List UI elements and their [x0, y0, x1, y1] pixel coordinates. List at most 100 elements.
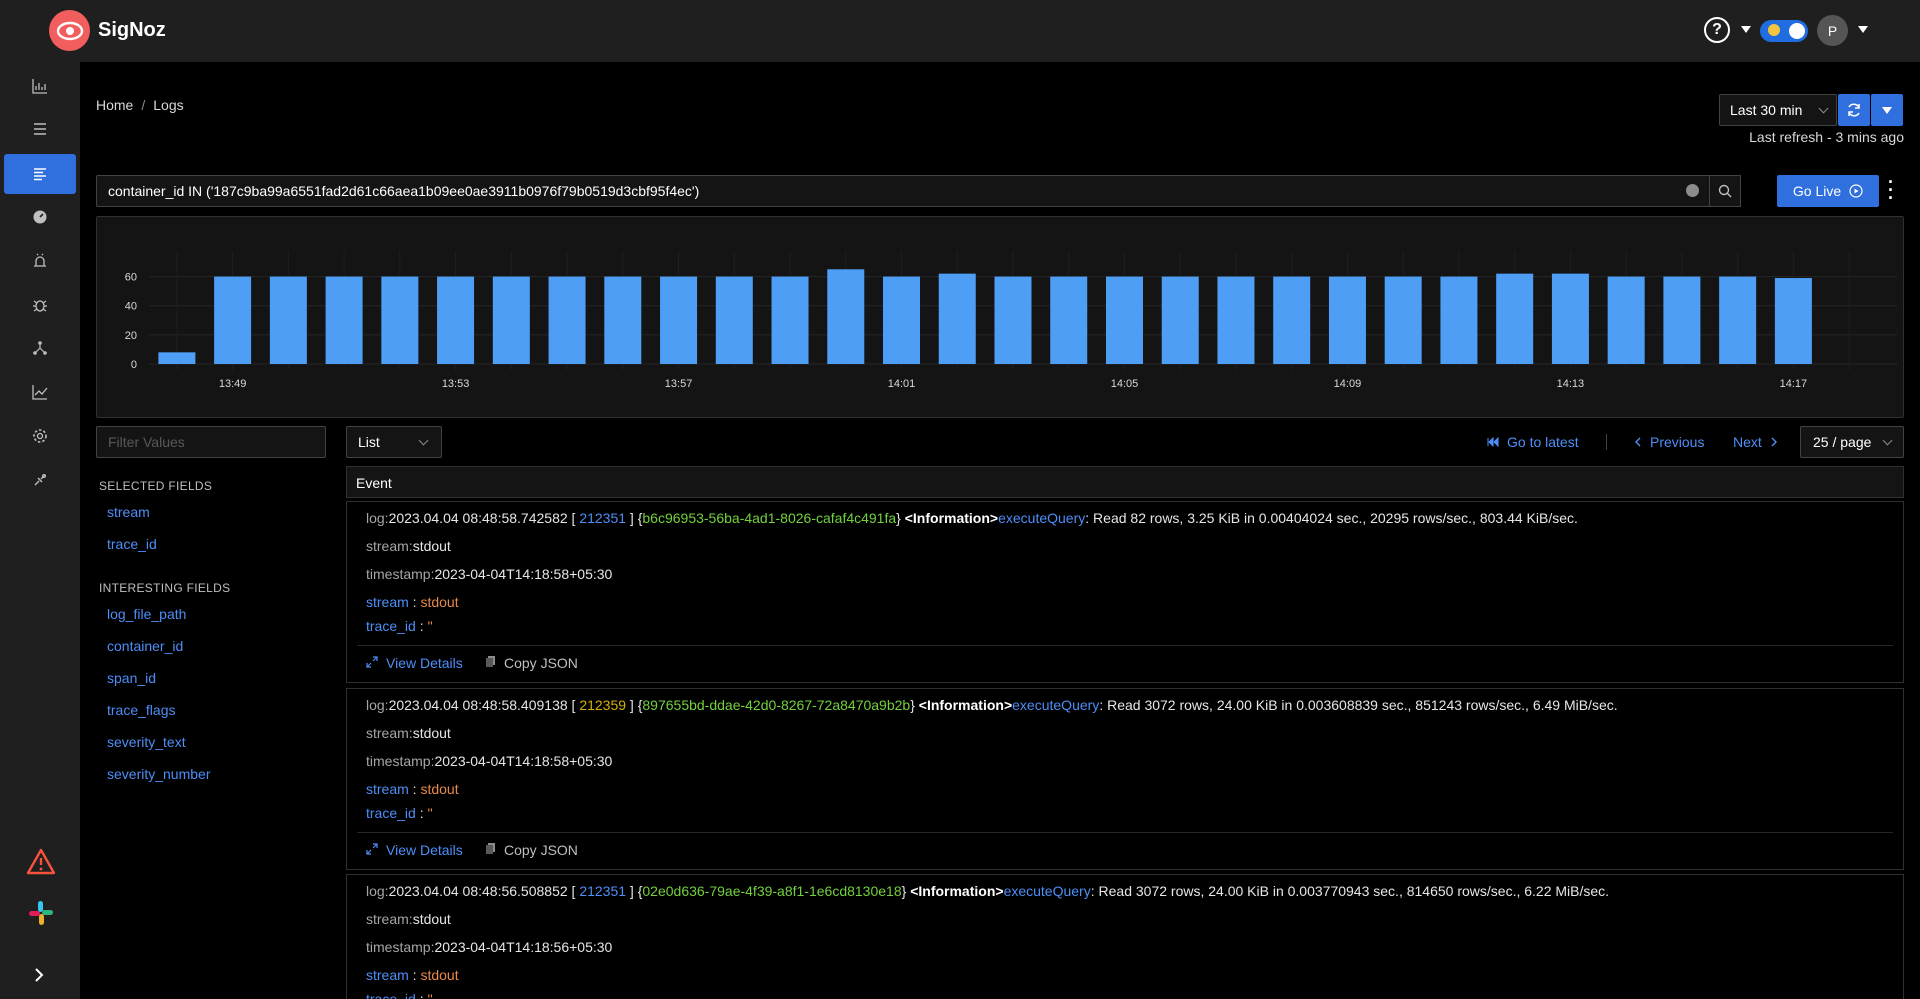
copy-json-button[interactable]: Copy JSON [485, 842, 578, 858]
attr-stream-key[interactable]: stream [366, 967, 409, 983]
chart-bar[interactable] [1719, 276, 1757, 364]
theme-toggle[interactable] [1760, 20, 1808, 42]
sidebar-item-logs[interactable] [4, 154, 76, 194]
chart-bar[interactable] [548, 276, 586, 364]
field-span-id[interactable]: span_id [107, 670, 157, 686]
previous-page-button[interactable]: Previous [1634, 434, 1704, 450]
sidebar-item-exceptions[interactable] [4, 285, 76, 325]
moon-icon [1768, 24, 1780, 36]
time-range-select[interactable]: Last 30 min [1719, 94, 1837, 126]
view-mode-select[interactable]: List [346, 426, 442, 458]
chart-bar[interactable] [1217, 276, 1255, 364]
search-button[interactable] [1709, 175, 1741, 207]
refresh-button[interactable] [1838, 94, 1870, 126]
chart-bar[interactable] [1161, 276, 1199, 364]
sidebar-item-traces[interactable] [4, 109, 76, 149]
field-container-id[interactable]: container_id [107, 638, 184, 654]
chart-bar[interactable] [1105, 276, 1143, 364]
sidebar-item-alerts[interactable] [4, 241, 76, 281]
chart-bar[interactable] [715, 276, 753, 364]
user-menu-caret-icon[interactable] [1858, 26, 1868, 33]
attr-trace-key[interactable]: trace_id [366, 618, 416, 634]
view-details-button[interactable]: View Details [366, 655, 463, 671]
view-details-button[interactable]: View Details [366, 842, 463, 858]
sidebar-item-get-started[interactable] [4, 460, 76, 500]
question-circle-icon[interactable]: ? [1704, 17, 1730, 43]
search-input[interactable]: container_id IN ('187c9ba99a6551fad2d61c… [96, 175, 1741, 207]
more-options-icon[interactable]: · · · [1888, 172, 1894, 208]
timestamp-label: timestamp: [366, 939, 435, 955]
field-trace-id[interactable]: trace_id [107, 536, 157, 552]
y-tick-label: 0 [131, 359, 137, 371]
breadcrumb-home[interactable]: Home [96, 97, 134, 113]
signoz-logo[interactable] [49, 10, 90, 51]
chart-bar[interactable] [214, 276, 252, 364]
help-caret-icon[interactable] [1741, 26, 1751, 33]
chart-bar[interactable] [1607, 276, 1645, 364]
logs-icon [34, 168, 46, 181]
attr-stream-key[interactable]: stream [366, 781, 409, 797]
sidebar-item-service-map[interactable] [4, 328, 76, 368]
chart-bar[interactable] [994, 276, 1032, 364]
sidebar-item-usage-explorer[interactable] [4, 372, 76, 412]
avatar[interactable]: P [1817, 15, 1848, 46]
field-stream[interactable]: stream [107, 504, 150, 520]
chart-bar[interactable] [827, 269, 865, 364]
attr-trace-key[interactable]: trace_id [366, 991, 416, 999]
chart-bar[interactable] [660, 276, 698, 364]
chart-bar[interactable] [492, 276, 530, 364]
page-size-select[interactable]: 25 / page [1800, 426, 1904, 458]
slack-icon[interactable] [28, 900, 54, 926]
log-card[interactable]: log:2023.04.04 08:48:56.508852 [ 212351 … [346, 874, 1904, 999]
log-body-line: log:2023.04.04 08:48:58.742582 [ 212351 … [366, 510, 1578, 526]
chart-bar[interactable] [938, 273, 976, 364]
field-severity-number[interactable]: severity_number [107, 766, 211, 782]
chart-bar[interactable] [1663, 276, 1701, 364]
chart-bar[interactable] [1496, 273, 1534, 364]
field-severity-text[interactable]: severity_text [107, 734, 186, 750]
deployment-icon [33, 341, 47, 355]
attr-stream-line: stream : stdout [366, 967, 459, 983]
chart-bar[interactable] [1774, 278, 1812, 364]
chart-bar[interactable] [604, 276, 642, 364]
log-card[interactable]: log:2023.04.04 08:48:58.742582 [ 212351 … [346, 501, 1904, 683]
chart-bar[interactable] [1328, 276, 1366, 364]
field-log-file-path[interactable]: log_file_path [107, 606, 187, 622]
go-to-latest-button[interactable]: Go to latest [1487, 434, 1579, 450]
chart-bar[interactable] [325, 276, 363, 364]
chart-bar[interactable] [1551, 273, 1589, 364]
chart-bar[interactable] [883, 276, 921, 364]
sidebar-item-settings[interactable] [4, 416, 76, 456]
log-level: <Information> [918, 697, 1013, 713]
refresh-interval-dropdown[interactable] [1871, 94, 1903, 126]
chart-bar[interactable] [1273, 276, 1311, 364]
clear-icon[interactable] [1686, 184, 1699, 197]
attr-stream-key[interactable]: stream [366, 594, 409, 610]
eye-icon [56, 21, 83, 40]
log-message: : Read 3072 rows, 24.00 KiB in 0.0037709… [1090, 883, 1610, 899]
expand-arrows-icon [366, 843, 378, 855]
go-to-latest-label: Go to latest [1507, 434, 1579, 450]
chart-bar[interactable] [1440, 276, 1478, 364]
go-live-button[interactable]: Go Live [1777, 175, 1879, 207]
sidebar-item-services[interactable] [4, 66, 76, 106]
chart-bar[interactable] [158, 352, 196, 364]
warning-icon[interactable] [26, 848, 56, 875]
chart-bar[interactable] [269, 276, 307, 364]
chart-bar[interactable] [1384, 276, 1422, 364]
filter-values-input[interactable] [96, 426, 326, 458]
log-card[interactable]: log:2023.04.04 08:48:58.409138 [ 212359 … [346, 688, 1904, 870]
chart-bar[interactable] [381, 276, 419, 364]
sidebar-item-dashboards[interactable] [4, 197, 76, 237]
chart-bar[interactable] [1050, 276, 1088, 364]
field-trace-flags[interactable]: trace_flags [107, 702, 176, 718]
log-stream-line: stream:stdout [366, 911, 451, 927]
chart-bar[interactable] [771, 276, 809, 364]
log-timestamp: 2023.04.04 08:48:58.409138 [388, 697, 568, 713]
copy-json-button[interactable]: Copy JSON [485, 655, 578, 671]
attr-trace-key[interactable]: trace_id [366, 805, 416, 821]
expand-icon[interactable] [34, 968, 44, 982]
chevron-down-icon [1882, 435, 1893, 446]
next-page-button[interactable]: Next [1733, 434, 1778, 450]
chart-bar[interactable] [437, 276, 475, 364]
